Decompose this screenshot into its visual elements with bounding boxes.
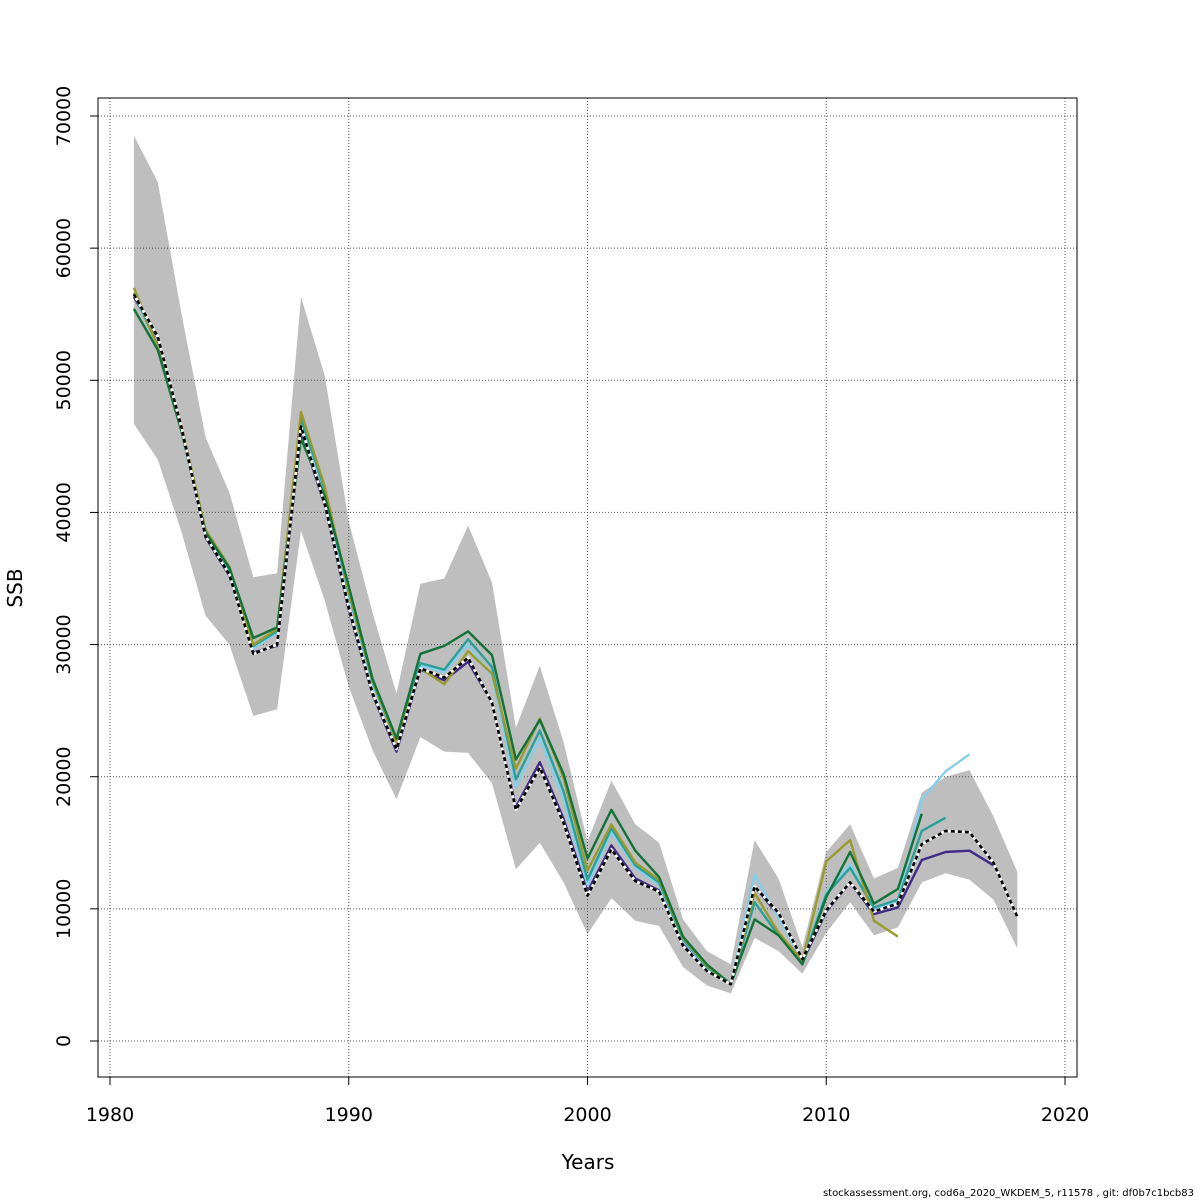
y-tick-label: 70000 <box>53 86 75 146</box>
series-layer <box>132 287 1019 986</box>
series-line <box>132 293 1019 986</box>
y-tick-label: 20000 <box>53 746 75 806</box>
series-line <box>132 308 923 986</box>
y-tick-label: 50000 <box>53 350 75 410</box>
series-line <box>132 287 899 986</box>
y-tick-label: 0 <box>53 1035 75 1047</box>
y-tick-label: 10000 <box>53 879 75 939</box>
x-tick-label: 2000 <box>563 1104 611 1126</box>
y-tick-label: 60000 <box>53 218 75 278</box>
x-tick-label: 1990 <box>325 1104 373 1126</box>
confidence-band-layer <box>133 135 1018 994</box>
x-tick-label: 2010 <box>802 1104 850 1126</box>
confidence-band <box>133 135 1018 994</box>
axis-layer: 1980 1990 2000 2010 2020 0 10000 20000 30000 4000… <box>53 86 1089 1126</box>
footer-credit: stockassessment.org, cod6a_2020_WKDEM_5,… <box>823 1188 1194 1199</box>
x-tick-label: 2020 <box>1041 1104 1089 1126</box>
y-tick-label: 40000 <box>53 482 75 542</box>
y-axis-title: SSB <box>3 568 27 607</box>
x-axis-title: Years <box>561 1150 615 1174</box>
y-tick-label: 30000 <box>53 614 75 674</box>
x-tick-label: 1980 <box>86 1104 134 1126</box>
